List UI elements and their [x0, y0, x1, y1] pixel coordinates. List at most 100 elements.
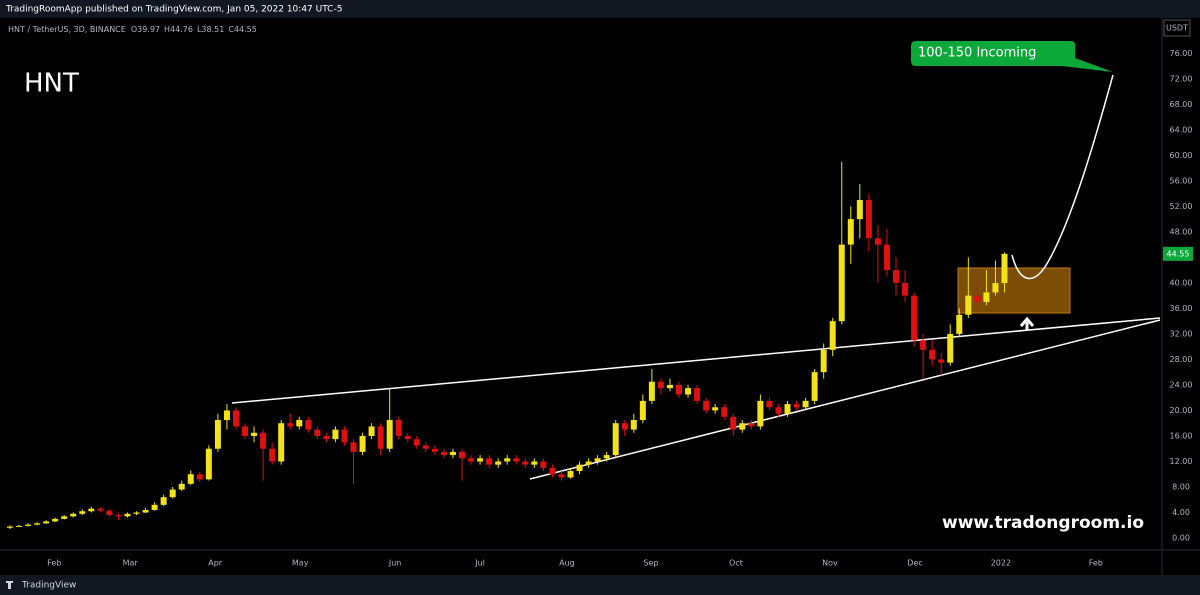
candle-body — [947, 333, 954, 363]
y-tick-label: 68.00 — [1170, 100, 1193, 109]
legend-part: H — [164, 25, 170, 34]
candle-body — [314, 429, 321, 436]
candle-body — [431, 448, 438, 452]
y-tick-label: 24.00 — [1170, 380, 1193, 389]
x-tick-label: 2022 — [991, 559, 1011, 568]
candle-body — [495, 461, 502, 465]
candle-body — [323, 435, 330, 440]
candle-body — [205, 448, 212, 480]
candle-body — [97, 508, 104, 511]
watermark: www.tradongroom.io — [942, 513, 1144, 533]
candle-body — [648, 381, 655, 401]
x-tick-label: Jul — [474, 559, 485, 568]
candle-body — [983, 292, 990, 303]
candle-body — [630, 420, 637, 430]
candle-body — [612, 423, 619, 456]
y-tick-label: 56.00 — [1170, 176, 1193, 185]
candle-body — [223, 410, 230, 421]
candle-body — [775, 407, 782, 414]
x-tick-label: Aug — [559, 559, 575, 568]
x-tick-label: Feb — [1089, 559, 1103, 568]
y-tick-label: 16.00 — [1170, 431, 1193, 440]
candle-body — [422, 445, 429, 449]
y-tick-label: 40.00 — [1170, 278, 1193, 287]
candle-body — [278, 423, 285, 462]
candle-body — [902, 282, 909, 296]
candle-body — [558, 474, 565, 478]
candle-body — [70, 513, 77, 517]
candle-body — [88, 508, 95, 512]
y-unit: USDT — [1166, 24, 1188, 33]
candle-body — [34, 523, 41, 525]
candle-body — [965, 295, 972, 315]
candle-body — [61, 516, 68, 519]
candle-body — [52, 518, 59, 522]
candle-body — [133, 512, 140, 514]
y-tick-label: 12.00 — [1170, 457, 1193, 466]
candle-body — [703, 400, 710, 411]
y-tick-label: 48.00 — [1170, 227, 1193, 236]
candle-body — [874, 238, 881, 245]
candle-body — [576, 464, 583, 472]
legend-part: 44.55 — [234, 25, 257, 34]
candle-body — [386, 420, 393, 449]
candle-body — [15, 525, 22, 527]
legend-part: HNT / TetherUS, 3D, BINANCE — [8, 25, 126, 34]
candle-body — [657, 381, 664, 389]
candle-body — [169, 489, 176, 498]
y-tick-label: 60.00 — [1170, 151, 1193, 160]
candle-body — [594, 458, 601, 462]
candle-body — [79, 511, 86, 514]
candle-body — [621, 423, 628, 430]
candle-body — [115, 515, 122, 517]
x-tick-label: Apr — [208, 559, 223, 568]
y-tick-label: 52.00 — [1170, 202, 1193, 211]
y-tick-label: 32.00 — [1170, 329, 1193, 338]
y-tick-label: 20.00 — [1170, 406, 1193, 415]
candle-body — [142, 509, 149, 513]
candle-body — [513, 458, 520, 462]
legend-part: O — [131, 25, 137, 34]
projection-curve — [1011, 74, 1114, 280]
candle-body — [757, 400, 764, 427]
chart-title: HNT — [24, 69, 79, 99]
candle-body — [359, 435, 366, 452]
candle-body — [449, 451, 456, 456]
candle-body — [6, 526, 13, 528]
legend-part: C — [228, 25, 234, 34]
candle-body — [847, 219, 854, 245]
candle-body — [730, 416, 737, 430]
x-tick-label: Feb — [47, 559, 61, 568]
candle-body — [468, 458, 475, 462]
candle-body — [440, 451, 447, 456]
callout-text: 100-150 Incoming — [918, 46, 1036, 61]
candle-body — [856, 199, 863, 220]
candle-body — [242, 426, 249, 436]
top-bar-text: TradingRoomApp published on TradingView.… — [5, 5, 342, 15]
candle-body — [929, 349, 936, 360]
candle-body — [666, 384, 673, 389]
candle-body — [477, 458, 484, 462]
candle-body — [395, 420, 402, 436]
x-tick-label: Jun — [388, 559, 402, 568]
candle-body — [567, 471, 574, 478]
x-tick-label: Dec — [907, 559, 922, 568]
candle-body — [712, 407, 719, 411]
candle-body — [332, 429, 339, 440]
candle-body — [911, 295, 918, 341]
legend-part: 39.97 — [137, 25, 160, 34]
trendline — [529, 319, 1161, 480]
candle-body — [404, 435, 411, 440]
candle-body — [106, 510, 113, 516]
candle-body — [269, 448, 276, 462]
y-tick-label: 64.00 — [1170, 125, 1193, 134]
y-tick-label: 28.00 — [1170, 355, 1193, 364]
candle-body — [766, 400, 773, 408]
candle-body — [865, 199, 872, 239]
candle-body — [187, 474, 194, 484]
zone-box — [957, 267, 1071, 314]
candle-body — [676, 384, 683, 395]
candle-body — [956, 314, 963, 334]
candle-body — [296, 420, 303, 427]
